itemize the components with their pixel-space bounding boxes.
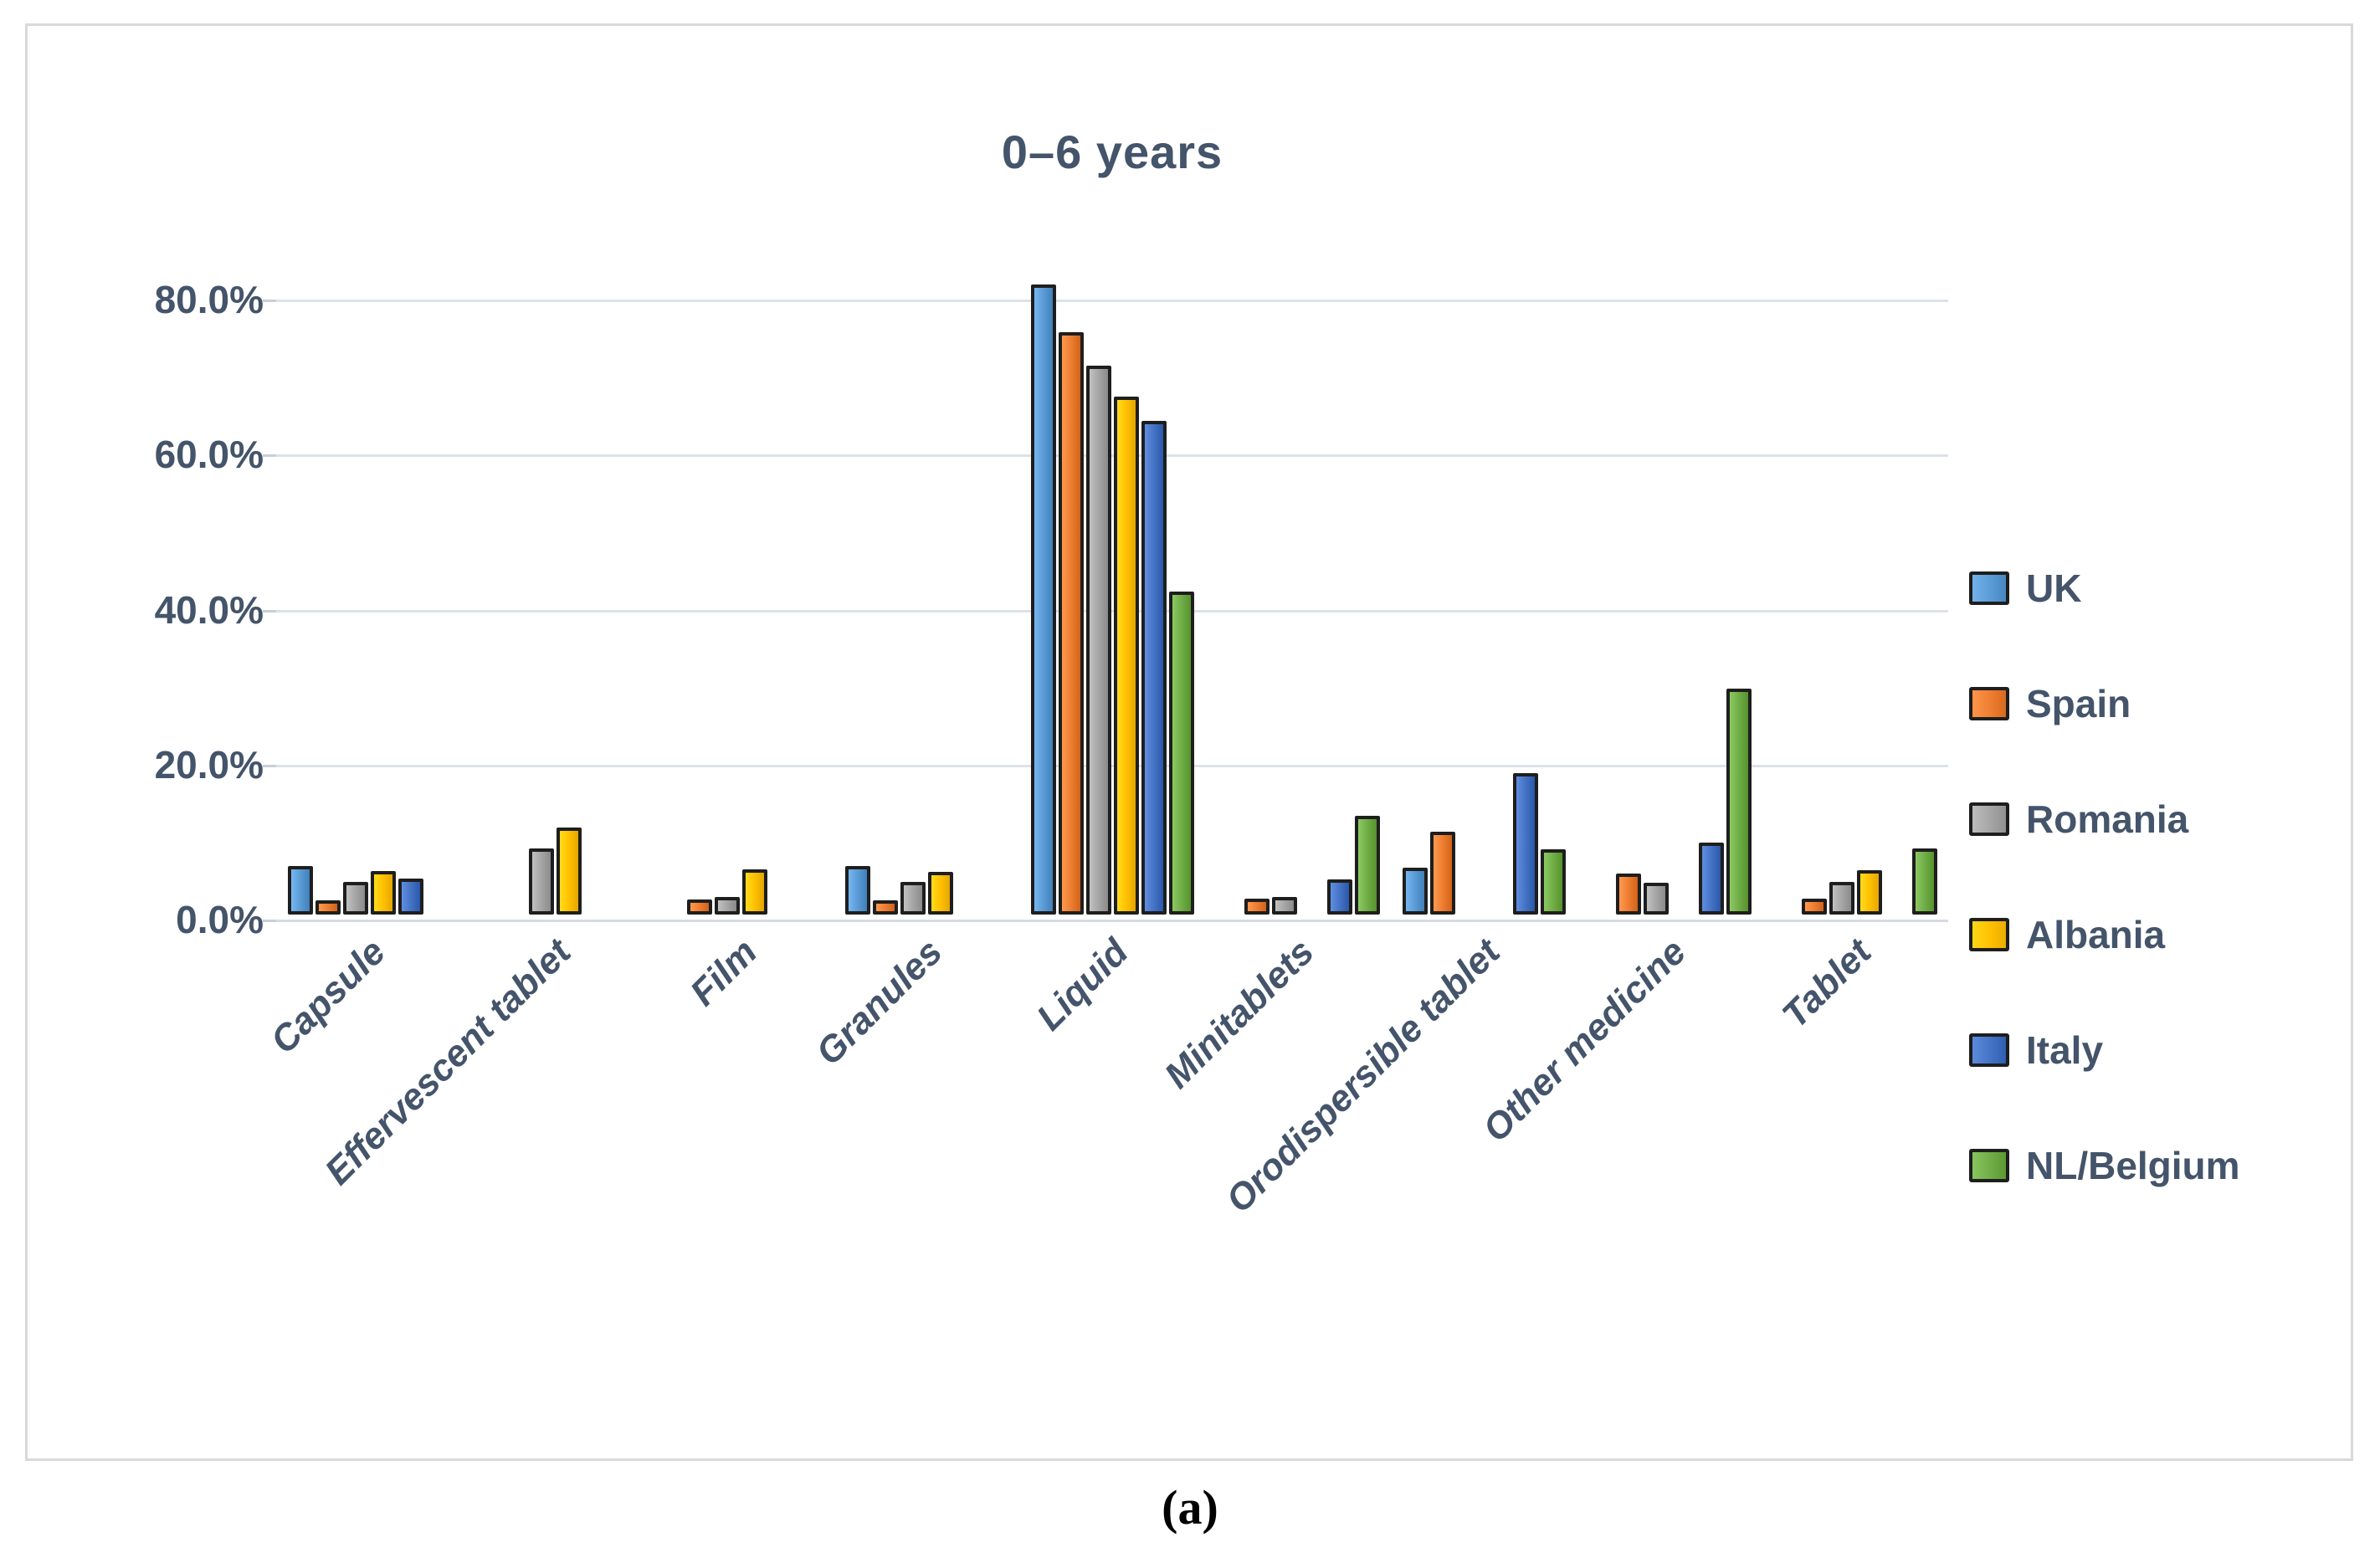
legend-item-uk: UK: [1969, 566, 2240, 611]
bar-spain: [1058, 332, 1084, 915]
gridline-0: [276, 920, 1948, 922]
gridline-60: [276, 454, 1948, 457]
y-tick-mark: [263, 610, 276, 612]
bar-albania: [556, 828, 582, 915]
gridline-80: [276, 300, 1948, 302]
y-tick-label: 0.0%: [176, 898, 264, 941]
y-tick-label: 60.0%: [154, 433, 264, 476]
legend-swatch-icon: [1969, 571, 2009, 605]
y-tick-mark: [263, 920, 276, 922]
legend-swatch-icon: [1969, 1033, 2009, 1067]
bar-spain: [872, 900, 898, 915]
legend-label: Albania: [2026, 913, 2166, 956]
bar-italy: [1141, 421, 1167, 915]
bar-albania: [741, 869, 767, 915]
x-axis-label: Granules: [808, 931, 951, 1074]
bar-romania: [714, 897, 740, 915]
y-tick-mark: [263, 300, 276, 302]
bar-nl-belgium: [1354, 816, 1380, 915]
y-tick-mark: [263, 454, 276, 457]
bar-romania: [1829, 882, 1854, 915]
legend-item-italy: Italy: [1969, 1028, 2240, 1073]
gridline-20: [276, 765, 1948, 767]
bar-uk: [844, 866, 870, 915]
bar-romania: [900, 882, 926, 915]
x-axis-label: Other medicine: [1475, 931, 1694, 1151]
legend-label: Italy: [2026, 1028, 2104, 1072]
bar-spain: [1244, 899, 1270, 915]
bar-uk: [1402, 868, 1428, 915]
bar-uk: [1030, 284, 1056, 915]
legend-item-spain: Spain: [1969, 681, 2240, 726]
legend: UK Spain Romania Albania Italy NL/Belgium: [1969, 566, 2240, 1188]
legend-label: Spain: [2026, 682, 2131, 725]
bar-romania: [1271, 897, 1297, 915]
legend-item-nl-belgium: NL/Belgium: [1969, 1143, 2240, 1188]
x-axis-label: Liquid: [1028, 931, 1136, 1038]
bar-nl-belgium: [1168, 592, 1194, 915]
chart-figure: 0–6 years UK Spain Romania Albania Italy NL/B…: [25, 23, 2353, 1461]
bar-italy: [1512, 773, 1538, 915]
bar-group-tablet: [1762, 848, 1948, 915]
legend-swatch-icon: [1969, 802, 2009, 836]
bar-albania: [1856, 870, 1882, 915]
bar-group-granules: [834, 866, 1019, 915]
bar-nl-belgium: [1911, 848, 1937, 915]
bar-spain: [1429, 832, 1455, 915]
bar-spain: [315, 900, 341, 915]
bar-uk: [287, 866, 313, 915]
bar-group-minitablets: [1205, 816, 1391, 915]
bar-group-orodispersible-tablet: [1391, 773, 1577, 915]
bar-nl-belgium: [1540, 849, 1566, 915]
y-tick-mark: [263, 765, 276, 767]
y-tick-label: 80.0%: [154, 278, 264, 321]
legend-label: NL/Belgium: [2026, 1144, 2240, 1187]
gridline-40: [276, 610, 1948, 612]
y-tick-label: 20.0%: [154, 743, 264, 787]
legend-swatch-icon: [1969, 918, 2009, 951]
bar-italy: [1698, 843, 1724, 915]
bar-group-other-medicine: [1577, 689, 1762, 915]
bar-group-liquid: [1019, 284, 1205, 915]
bar-spain: [1615, 874, 1641, 915]
legend-label: Romania: [2026, 797, 2189, 841]
figure-caption: (a): [1162, 1480, 1218, 1535]
chart-title: 0–6 years: [1001, 126, 1223, 178]
bar-albania: [1113, 397, 1139, 915]
bar-group-effervescent-tablet: [462, 828, 648, 915]
x-axis-label: Tablet: [1774, 931, 1880, 1037]
x-axis-label: Film: [682, 931, 765, 1014]
bar-italy: [398, 879, 423, 915]
bar-romania: [342, 882, 368, 915]
legend-swatch-icon: [1969, 687, 2009, 720]
y-tick-label: 40.0%: [154, 588, 264, 632]
bar-albania: [370, 871, 396, 915]
bar-nl-belgium: [1726, 689, 1752, 915]
bar-group-capsule: [276, 866, 462, 915]
x-axis-label: Minitablets: [1157, 931, 1322, 1097]
bar-spain: [686, 899, 712, 915]
bar-albania: [927, 872, 953, 915]
bar-romania: [528, 848, 554, 915]
bar-group-film: [648, 869, 834, 915]
bar-italy: [1326, 879, 1352, 915]
bar-spain: [1801, 899, 1827, 915]
legend-swatch-icon: [1969, 1149, 2009, 1182]
legend-label: UK: [2026, 566, 2082, 610]
bar-romania: [1085, 366, 1111, 915]
bar-romania: [1643, 883, 1669, 915]
legend-item-romania: Romania: [1969, 797, 2240, 842]
x-axis-label: Capsule: [262, 931, 393, 1062]
legend-item-albania: Albania: [1969, 912, 2240, 957]
